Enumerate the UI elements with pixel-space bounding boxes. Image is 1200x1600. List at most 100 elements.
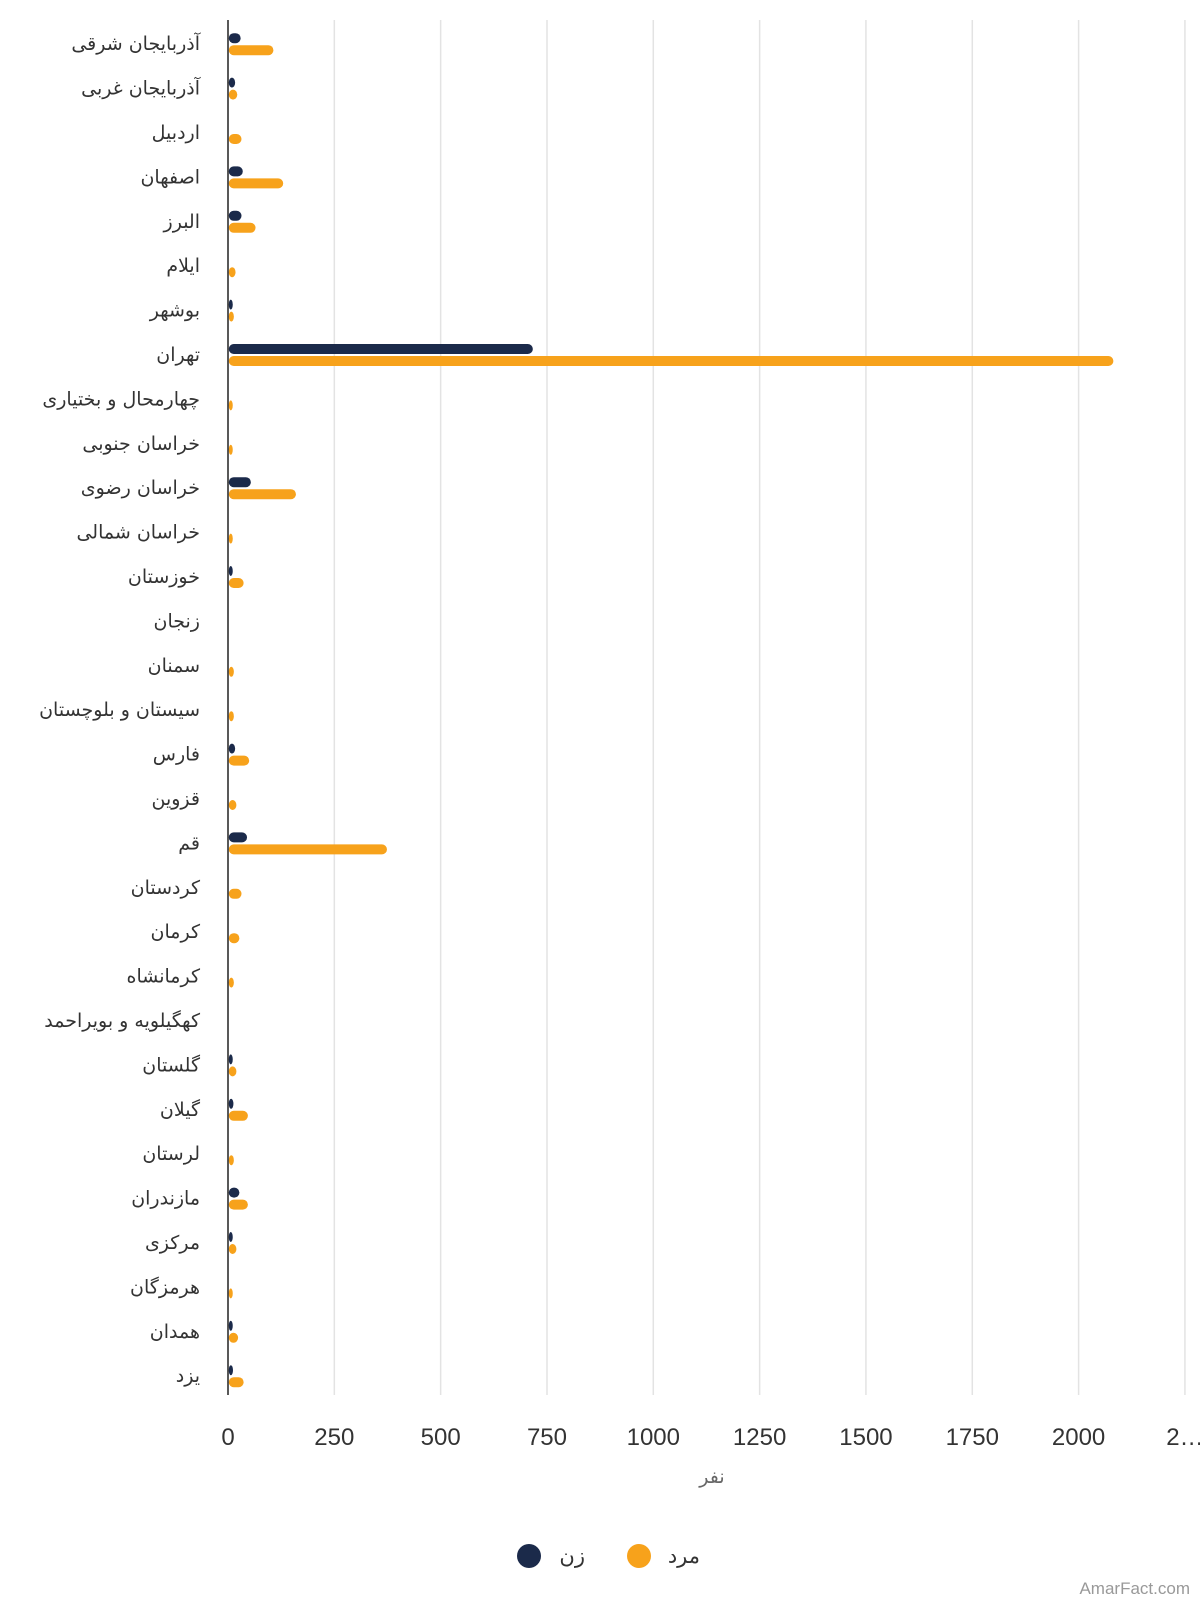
bar-male[interactable] [228, 888, 242, 899]
category-label: قزوین [152, 788, 201, 810]
legend-marker [517, 1544, 541, 1568]
category-labels: آذربایجان شرقی آذربایجان غربی اردبیل اصفهان… [39, 31, 201, 1387]
bar-male[interactable] [228, 533, 233, 544]
bar-male[interactable] [228, 1066, 237, 1077]
x-tick-label: 1000 [627, 1424, 680, 1451]
bar-male[interactable] [228, 711, 234, 722]
bar-female[interactable] [228, 344, 533, 354]
legend[interactable]: زن مرد [517, 1544, 700, 1568]
category-label: سمنان [148, 655, 200, 677]
bar-male[interactable] [228, 1244, 237, 1254]
bar-female[interactable] [228, 210, 242, 221]
bar-male[interactable] [228, 178, 284, 189]
bar-male[interactable] [228, 755, 250, 766]
bar-male[interactable] [228, 1332, 239, 1343]
x-tick-label: 1250 [733, 1424, 786, 1451]
category-label: تهران [156, 344, 200, 366]
category-label: بوشهر [149, 300, 200, 322]
bar-female[interactable] [228, 1054, 233, 1065]
bar-female[interactable] [228, 77, 236, 88]
gridlines [333, 20, 1186, 1395]
bar-male[interactable] [228, 933, 240, 944]
category-label: گیلان [160, 1098, 201, 1121]
category-label: خراسان جنوبی [82, 433, 200, 455]
x-tick-label: 2… [1166, 1424, 1200, 1451]
x-tick-labels: 0 250 500 750 1000 1250 1500 1750 2000 2… [221, 1424, 1200, 1451]
x-axis-title: نفر [698, 1466, 724, 1488]
category-label: گلستان [142, 1053, 201, 1076]
category-label: کردستان [131, 877, 201, 899]
x-tick-label: 750 [527, 1424, 567, 1451]
category-label: یزد [176, 1365, 200, 1387]
bar-female[interactable] [228, 1187, 240, 1198]
bar-male[interactable] [228, 489, 296, 500]
credit-text: AmarFact.com [1079, 1579, 1190, 1598]
category-label: لرستان [142, 1143, 200, 1165]
category-label: قم [178, 832, 200, 854]
category-label: ایلام [166, 255, 200, 277]
bar-female[interactable] [228, 743, 236, 754]
x-tick-label: 250 [314, 1424, 354, 1451]
category-label: البرز [163, 211, 200, 233]
legend-label: زن [559, 1544, 585, 1568]
category-label: کرمان [151, 921, 201, 943]
x-tick-label: 0 [221, 1424, 234, 1451]
category-label: سیستان و بلوچستان [39, 699, 200, 721]
bars [228, 33, 1114, 1388]
category-label: کرمانشاه [127, 966, 201, 988]
bar-male[interactable] [228, 977, 234, 988]
x-tick-label: 1750 [946, 1424, 999, 1451]
bar-female[interactable] [228, 477, 251, 488]
category-label: فارس [153, 744, 200, 766]
legend-marker [627, 1544, 651, 1568]
bar-male[interactable] [228, 844, 387, 855]
bar-male[interactable] [228, 400, 233, 411]
category-label: هرمزگان [130, 1275, 200, 1298]
bar-female[interactable] [228, 1098, 234, 1109]
bar-male[interactable] [228, 1199, 248, 1210]
bar-female[interactable] [228, 1320, 233, 1331]
bar-male[interactable] [228, 45, 274, 56]
bar-male[interactable] [228, 356, 1114, 366]
bar-female[interactable] [228, 566, 233, 576]
bar-male[interactable] [228, 267, 236, 278]
bar-male[interactable] [228, 1110, 248, 1121]
category-label: خراسان شمالی [76, 522, 200, 544]
bar-female[interactable] [228, 1365, 234, 1376]
bar-male[interactable] [228, 89, 238, 100]
category-label: آذربایجان شرقی [71, 31, 200, 55]
category-label: چهارمحال و بختیاری [42, 388, 200, 410]
category-label: همدان [150, 1321, 200, 1343]
bar-male[interactable] [228, 222, 256, 233]
bar-female[interactable] [228, 299, 233, 310]
bar-male[interactable] [228, 666, 234, 677]
bar-female[interactable] [228, 1232, 233, 1242]
legend-label: مرد [668, 1544, 700, 1568]
legend-item[interactable]: زن [517, 1544, 585, 1568]
category-label: مرکزی [145, 1232, 200, 1254]
category-label: کهگیلویه و بویراحمد [44, 1009, 201, 1032]
bar-male[interactable] [228, 1288, 233, 1299]
category-label: آذربایجان غربی [81, 76, 201, 100]
bar-male[interactable] [228, 444, 233, 455]
bar-male[interactable] [228, 1377, 244, 1388]
bar-male[interactable] [228, 1155, 234, 1166]
bar-female[interactable] [228, 33, 241, 44]
bar-male[interactable] [228, 311, 234, 322]
bar-male[interactable] [228, 800, 237, 810]
legend-item[interactable]: مرد [627, 1544, 700, 1568]
category-label: خراسان رضوی [81, 477, 200, 499]
category-label: زنجان [154, 610, 200, 632]
category-label: اصفهان [140, 166, 200, 188]
category-label: خوزستان [128, 566, 200, 588]
bar-female[interactable] [228, 166, 243, 177]
category-label: اردبیل [152, 122, 200, 144]
bar-male[interactable] [228, 578, 244, 588]
x-tick-label: 500 [421, 1424, 461, 1451]
bar-male[interactable] [228, 134, 242, 144]
bar-female[interactable] [228, 832, 248, 843]
x-tick-label: 2000 [1052, 1424, 1105, 1451]
x-tick-label: 1500 [839, 1424, 892, 1451]
